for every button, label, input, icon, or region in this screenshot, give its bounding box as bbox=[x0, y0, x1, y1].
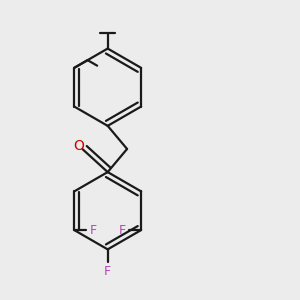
Text: O: O bbox=[73, 139, 84, 153]
Text: F: F bbox=[104, 265, 111, 278]
Text: F: F bbox=[118, 224, 126, 237]
Text: F: F bbox=[90, 224, 97, 237]
